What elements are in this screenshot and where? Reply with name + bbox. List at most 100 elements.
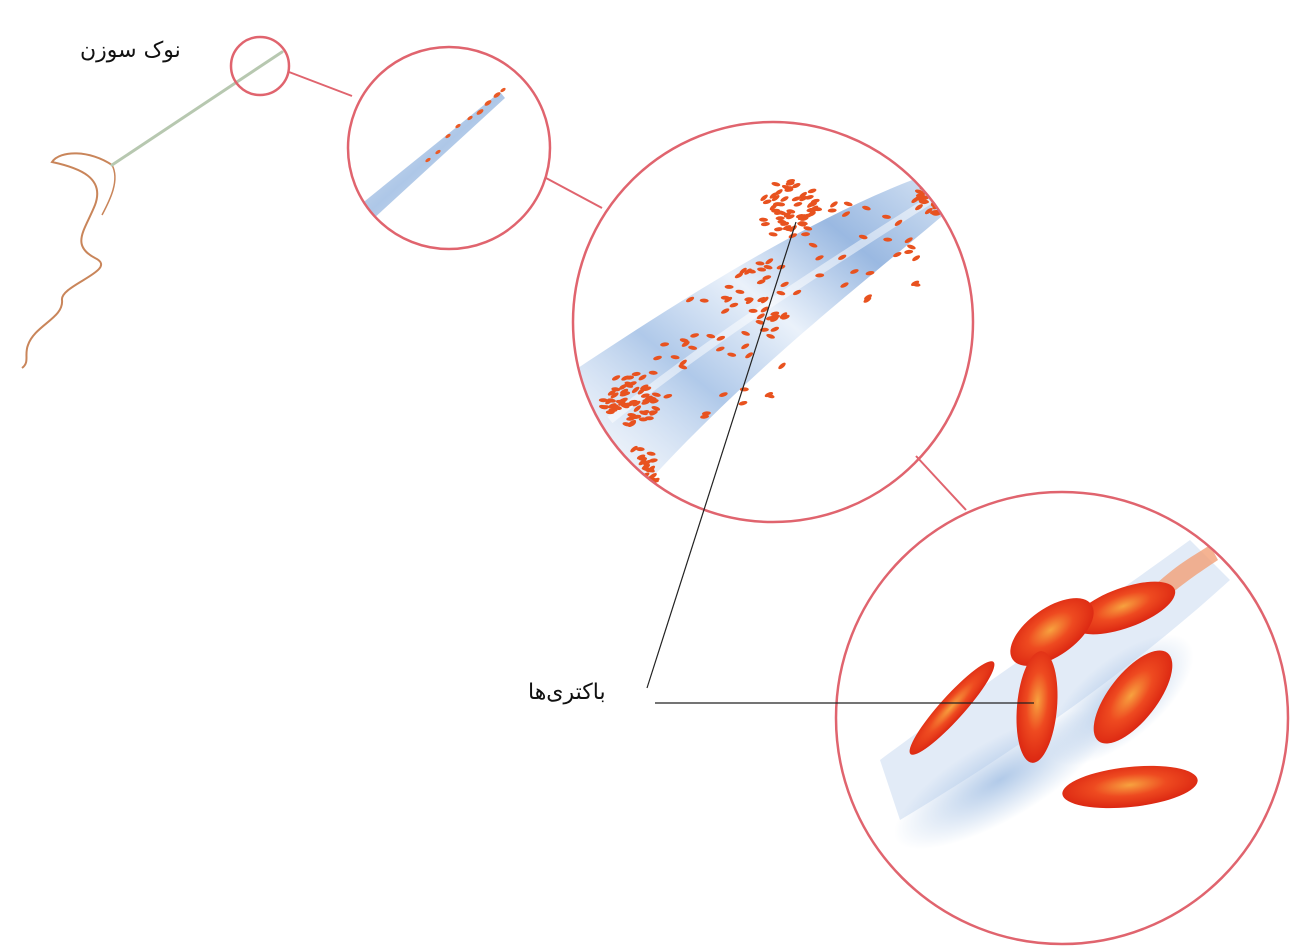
bacterium-small — [780, 221, 790, 226]
bacterium-small — [738, 400, 748, 406]
bacterium-small — [791, 196, 801, 202]
bacterium-small — [643, 459, 652, 466]
bacterium-small — [924, 207, 933, 215]
bacterium-small — [904, 237, 913, 243]
bacterium-small — [638, 374, 647, 381]
bacterium-small — [611, 387, 621, 392]
bacterium-small — [757, 267, 767, 272]
bacteria-label: باکتری‌ها — [528, 680, 606, 705]
bacterium-small — [850, 269, 859, 274]
thread-strand — [101, 164, 116, 216]
bacterium-small — [904, 249, 914, 254]
bacterium — [1062, 765, 1198, 809]
bacterium-small — [762, 275, 772, 280]
bacterium-small — [945, 182, 955, 187]
bacterium-small — [706, 333, 716, 339]
bacterium-small — [799, 191, 807, 199]
bacterium-small — [734, 272, 743, 279]
bacterium-small — [765, 393, 775, 399]
bacterium-small — [648, 458, 658, 463]
bacterium-small — [647, 396, 657, 401]
bacterium-small — [801, 232, 810, 237]
bacterium-small — [785, 214, 795, 220]
bacterium-small — [598, 404, 608, 410]
bacterium-small — [799, 195, 808, 202]
bacterium-small — [942, 200, 952, 206]
bacterium-small — [827, 208, 837, 213]
bacterium-small — [651, 392, 661, 397]
bacterium-small — [611, 375, 621, 381]
bacterium-small — [894, 219, 903, 227]
bacterium-small — [762, 199, 772, 205]
bacterium-small — [642, 398, 652, 403]
bacterium-small — [918, 199, 928, 205]
bacterium-small — [912, 255, 921, 262]
bacterium-small — [774, 227, 783, 232]
bacterium-small — [780, 281, 789, 288]
bacterium — [1093, 650, 1173, 744]
bacterium-small — [721, 308, 730, 314]
bacterium-small — [648, 370, 658, 375]
bacterium-small — [653, 355, 662, 361]
bacterium-small — [771, 195, 780, 202]
bacterium-small — [779, 312, 788, 319]
bacterium-small — [781, 314, 790, 320]
bacterium-small — [792, 183, 801, 189]
bacterium-small — [944, 200, 953, 207]
bacterium-small — [642, 386, 652, 391]
bacterium-small — [942, 198, 950, 206]
bacterium-small — [649, 410, 658, 416]
bacterium-small — [648, 473, 657, 479]
bacterium-small — [925, 173, 933, 180]
bacterium-small — [724, 296, 733, 303]
bacterium-small — [940, 196, 950, 202]
bacterium-small — [915, 204, 923, 211]
bacterium-small — [636, 454, 646, 460]
bacterium-small — [765, 258, 774, 265]
bacterium-small — [724, 284, 734, 289]
bacterium-small — [929, 179, 937, 186]
bacterium-small — [727, 352, 737, 357]
bacterium-small — [622, 422, 632, 427]
bacterium-small — [786, 209, 796, 214]
bacterium-small — [624, 381, 634, 387]
bacterium-small — [808, 201, 817, 207]
bacterium-small — [719, 392, 728, 397]
bacterium-small — [640, 410, 650, 415]
bacterium-small — [619, 480, 629, 485]
bacterium-small — [755, 320, 765, 325]
bacterium-small — [715, 346, 725, 352]
bacterium-small — [598, 398, 608, 403]
bacterium-small — [739, 267, 747, 275]
bacterium-small — [858, 234, 868, 240]
bacterium-small — [815, 255, 824, 261]
bacterium-small — [641, 466, 651, 472]
bacterium-small — [843, 201, 853, 207]
bacterium-small — [686, 296, 695, 303]
bacterium-small — [755, 261, 765, 266]
bacterium-small — [760, 194, 768, 202]
bacterium-small — [619, 470, 629, 475]
bacterium-small — [646, 451, 656, 456]
bacterium — [909, 661, 995, 755]
bacterium-small — [633, 405, 642, 412]
bacterium-small — [775, 216, 785, 221]
bacterium-small — [797, 222, 806, 227]
bacterium-small — [618, 398, 628, 403]
bacterium-small — [862, 205, 871, 211]
bacterium-small — [774, 189, 783, 196]
bacterium-small — [778, 362, 786, 370]
bacterium-small — [815, 273, 825, 278]
bacterium-small — [748, 308, 758, 313]
bacterium-small — [745, 352, 754, 359]
bacterium-small — [626, 478, 636, 484]
bacterium-small — [772, 202, 782, 207]
bacterium-small — [792, 289, 802, 296]
bacterium-small — [838, 254, 847, 260]
bacterium-small — [768, 232, 778, 237]
bacterium-small — [670, 355, 680, 360]
bacterium-small — [744, 268, 752, 275]
bacterium-small — [934, 174, 943, 180]
bacterium-small — [635, 447, 645, 452]
